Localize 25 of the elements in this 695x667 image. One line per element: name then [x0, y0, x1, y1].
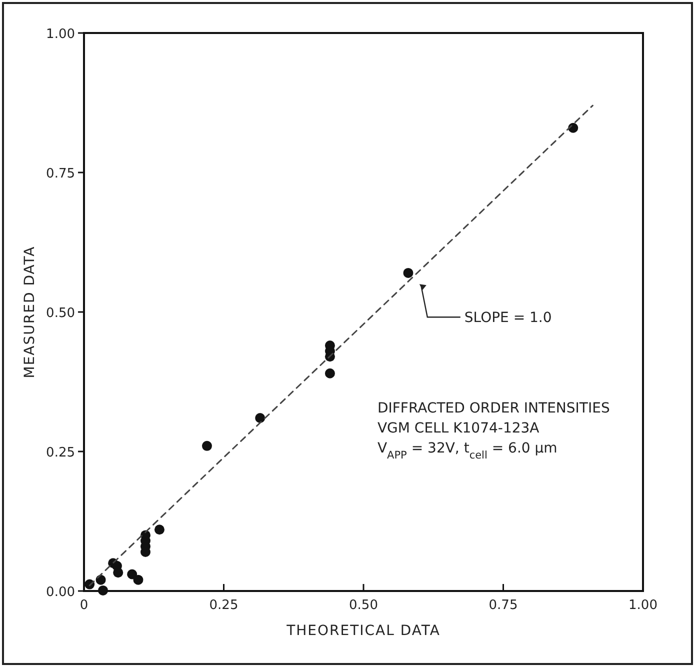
x-tick-label: 0.50 [349, 598, 378, 613]
point [98, 585, 108, 596]
x-tick-label: 0 [80, 598, 88, 613]
point [154, 524, 164, 535]
annotation: SLOPE = 1.0 [464, 310, 552, 326]
y-axis-title: MEASURED DATA [22, 246, 38, 378]
y-tick-label: 0.50 [46, 306, 75, 321]
point [113, 568, 124, 578]
y-tick-label: 0.25 [46, 446, 75, 460]
annotation: V$_{APP}$ = 32V, t$_{cell}$ = 6.0 μm [377, 440, 558, 462]
point [202, 440, 212, 451]
y-tick-label: 0.75 [46, 166, 75, 182]
y-tick-label: 0.00 [46, 585, 75, 600]
point [324, 368, 335, 378]
x-tick-label: 0.25 [209, 598, 238, 613]
point [255, 413, 266, 424]
annotation: VGM CELL K1074-123A [377, 420, 540, 436]
point [403, 268, 414, 278]
y-tick-label: 1.00 [46, 27, 75, 42]
point [133, 574, 144, 585]
x-tick-label: 0.75 [488, 598, 518, 613]
annotation: DIFFRACTED ORDER INTENSITIES [377, 400, 610, 416]
point [127, 569, 138, 580]
x-tick-label: 1.00 [628, 598, 658, 613]
x-axis-title: THEORETICAL DATA [286, 623, 440, 639]
